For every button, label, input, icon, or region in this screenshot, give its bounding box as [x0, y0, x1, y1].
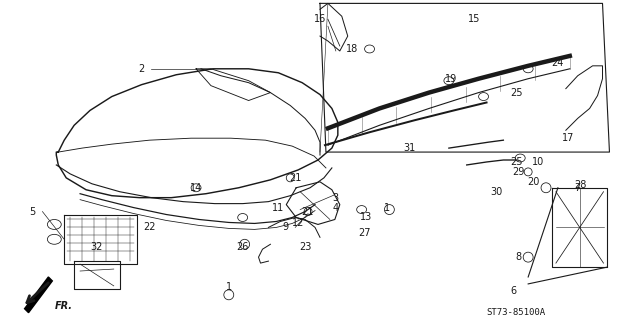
Text: 23: 23: [299, 242, 311, 252]
Text: 5: 5: [29, 206, 36, 217]
Text: 26: 26: [236, 242, 249, 252]
Text: 25: 25: [510, 88, 522, 98]
Text: 15: 15: [468, 14, 481, 24]
Text: 1: 1: [225, 282, 232, 292]
Text: 6: 6: [510, 286, 517, 296]
Text: 32: 32: [90, 242, 103, 252]
Text: 1: 1: [384, 203, 390, 212]
Text: 14: 14: [190, 183, 202, 193]
Text: 20: 20: [527, 177, 540, 187]
Text: 10: 10: [532, 157, 544, 167]
Text: 22: 22: [143, 222, 155, 232]
Text: 28: 28: [575, 180, 587, 190]
Text: 11: 11: [272, 203, 285, 212]
Text: 21: 21: [301, 206, 313, 217]
Text: 18: 18: [346, 44, 358, 54]
Text: 17: 17: [562, 133, 574, 143]
Text: 25: 25: [510, 157, 522, 167]
Text: 9: 9: [282, 222, 289, 232]
Text: 29: 29: [512, 167, 524, 177]
Polygon shape: [25, 277, 52, 313]
Text: 12: 12: [292, 219, 304, 228]
Text: ST73-85100A: ST73-85100A: [487, 308, 546, 317]
Text: 21: 21: [289, 173, 301, 183]
Text: 13: 13: [359, 212, 372, 222]
Text: FR.: FR.: [54, 301, 73, 311]
Text: 8: 8: [515, 252, 521, 262]
Text: 24: 24: [552, 58, 564, 68]
Text: 27: 27: [359, 228, 371, 238]
Text: 7: 7: [575, 183, 581, 193]
Text: 2: 2: [138, 64, 145, 74]
Text: 31: 31: [403, 143, 415, 153]
Text: 3: 3: [333, 193, 339, 203]
Text: 4: 4: [333, 203, 339, 212]
Text: 30: 30: [490, 187, 503, 197]
Text: 19: 19: [445, 74, 457, 84]
Text: 16: 16: [314, 14, 326, 24]
